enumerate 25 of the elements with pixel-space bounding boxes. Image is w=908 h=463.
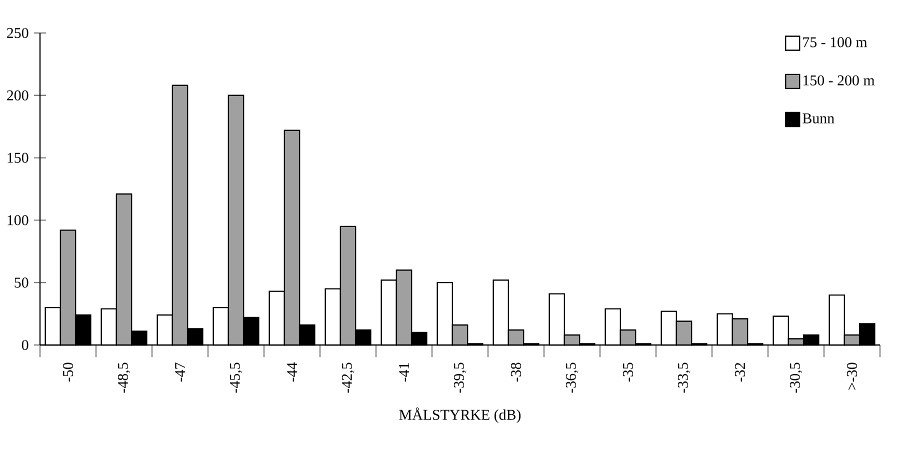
y-tick-label: 100 xyxy=(8,215,28,226)
x-tick-label: -32 xyxy=(734,363,746,382)
y-tick-label: 50 xyxy=(14,278,28,288)
y-tick-label: 0 xyxy=(22,340,28,350)
legend-label: 75 - 100 m xyxy=(803,37,868,48)
x-tick-label: -36,5 xyxy=(566,362,578,393)
legend-label: Bunn xyxy=(802,114,834,124)
x-tick-label: -41 xyxy=(399,363,409,382)
x-tick-label: >-30 xyxy=(846,362,858,390)
x-tick-label: -50 xyxy=(62,362,74,382)
x-axis-title: MÅLSTYRKE (dB) xyxy=(399,407,521,423)
x-tick-label: -39,5 xyxy=(454,362,466,393)
x-tick-label: -35 xyxy=(622,362,634,382)
legend-label: 150 - 200 m xyxy=(804,75,875,86)
x-tick-label: -30,5 xyxy=(790,362,802,393)
x-tick-label: -44 xyxy=(287,362,297,382)
x-tick-label: -45,5 xyxy=(230,362,242,393)
y-tick-label: 200 xyxy=(7,90,28,100)
y-tick-label: 250 xyxy=(7,28,28,38)
x-tick-label: -38 xyxy=(510,362,522,382)
x-tick-label: -42,5 xyxy=(342,362,354,393)
y-tick-label: 150 xyxy=(8,152,28,163)
x-tick-label: -48,5 xyxy=(118,362,130,393)
x-tick-label: -33,5 xyxy=(678,362,690,393)
x-tick-label: -47 xyxy=(175,362,185,382)
